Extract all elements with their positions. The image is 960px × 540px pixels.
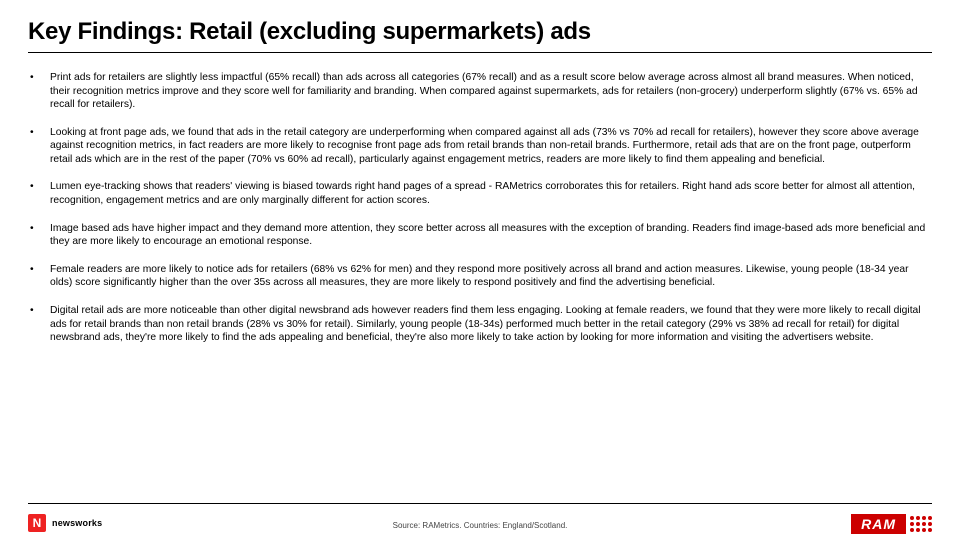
bullet-text: Looking at front page ads, we found that… <box>50 126 932 167</box>
bullet-text: Image based ads have higher impact and t… <box>50 222 932 249</box>
footer: N newsworks Source: RAMetrics. Countries… <box>0 506 960 540</box>
bullet-dot: • <box>28 180 50 194</box>
bullet-dot: • <box>28 71 50 85</box>
page-title: Key Findings: Retail (excluding supermar… <box>28 18 932 46</box>
bullet-text: Female readers are more likely to notice… <box>50 263 932 290</box>
bullet-text: Print ads for retailers are slightly les… <box>50 71 932 112</box>
bullet-dot: • <box>28 126 50 140</box>
source-text: Source: RAMetrics. Countries: England/Sc… <box>0 521 960 530</box>
bullet-text: Lumen eye-tracking shows that readers' v… <box>50 180 932 207</box>
ram-logo: RAM <box>851 514 932 534</box>
bullet-dot: • <box>28 304 50 318</box>
list-item: •Digital retail ads are more noticeable … <box>28 304 932 345</box>
list-item: •Female readers are more likely to notic… <box>28 263 932 290</box>
list-item: •Image based ads have higher impact and … <box>28 222 932 249</box>
slide: Key Findings: Retail (excluding supermar… <box>0 0 960 540</box>
list-item: •Lumen eye-tracking shows that readers' … <box>28 180 932 207</box>
footer-divider <box>28 503 932 504</box>
bullet-dot: • <box>28 222 50 236</box>
title-divider <box>28 52 932 53</box>
bullet-list: •Print ads for retailers are slightly le… <box>28 71 932 345</box>
bullet-dot: • <box>28 263 50 277</box>
ram-dots-icon <box>910 516 932 532</box>
bullet-text: Digital retail ads are more noticeable t… <box>50 304 932 345</box>
list-item: •Print ads for retailers are slightly le… <box>28 71 932 112</box>
ram-wordmark: RAM <box>851 514 906 534</box>
list-item: •Looking at front page ads, we found tha… <box>28 126 932 167</box>
